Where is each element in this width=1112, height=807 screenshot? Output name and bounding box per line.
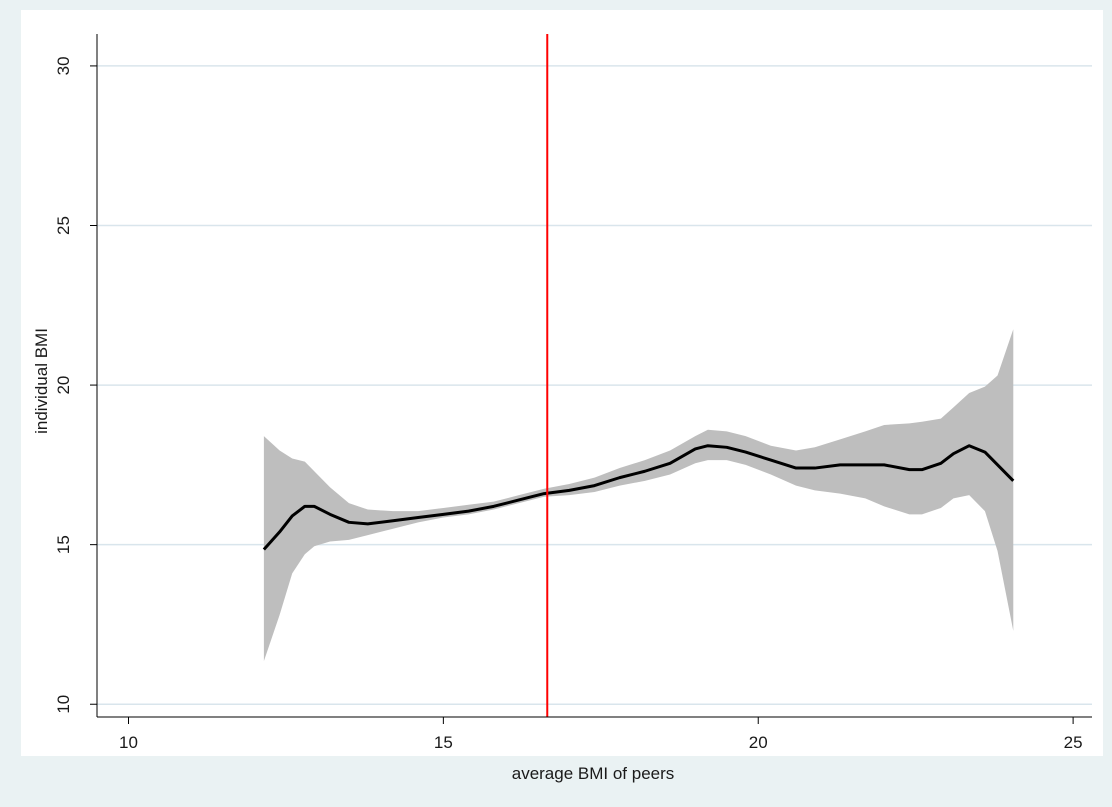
plot-area [21,10,1103,756]
y-tick-label-10: 10 [54,695,73,714]
confidence-band [263,329,1014,662]
y-tick-label-30: 30 [54,56,73,75]
y-tick-label-25: 25 [54,216,73,235]
y-tick-label-20: 20 [54,376,73,395]
grid [97,65,1092,705]
x-tick-label-25: 25 [1064,733,1083,752]
x-axis-label: average BMI of peers [512,764,675,783]
confidence-band-layer [263,329,1014,662]
x-tick-label-20: 20 [749,733,768,752]
x-tick-label-15: 15 [434,733,453,752]
x-tick-label-10: 10 [119,733,138,752]
fitted-line-layer [262,444,1015,551]
fitted-line [262,444,1015,551]
y-axis-label: individual BMI [32,328,51,434]
y-axis-ticks: 10 15 20 25 30 [54,56,97,714]
x-axis-ticks: 10 15 20 25 [119,717,1083,752]
y-tick-label-15: 15 [54,535,73,554]
